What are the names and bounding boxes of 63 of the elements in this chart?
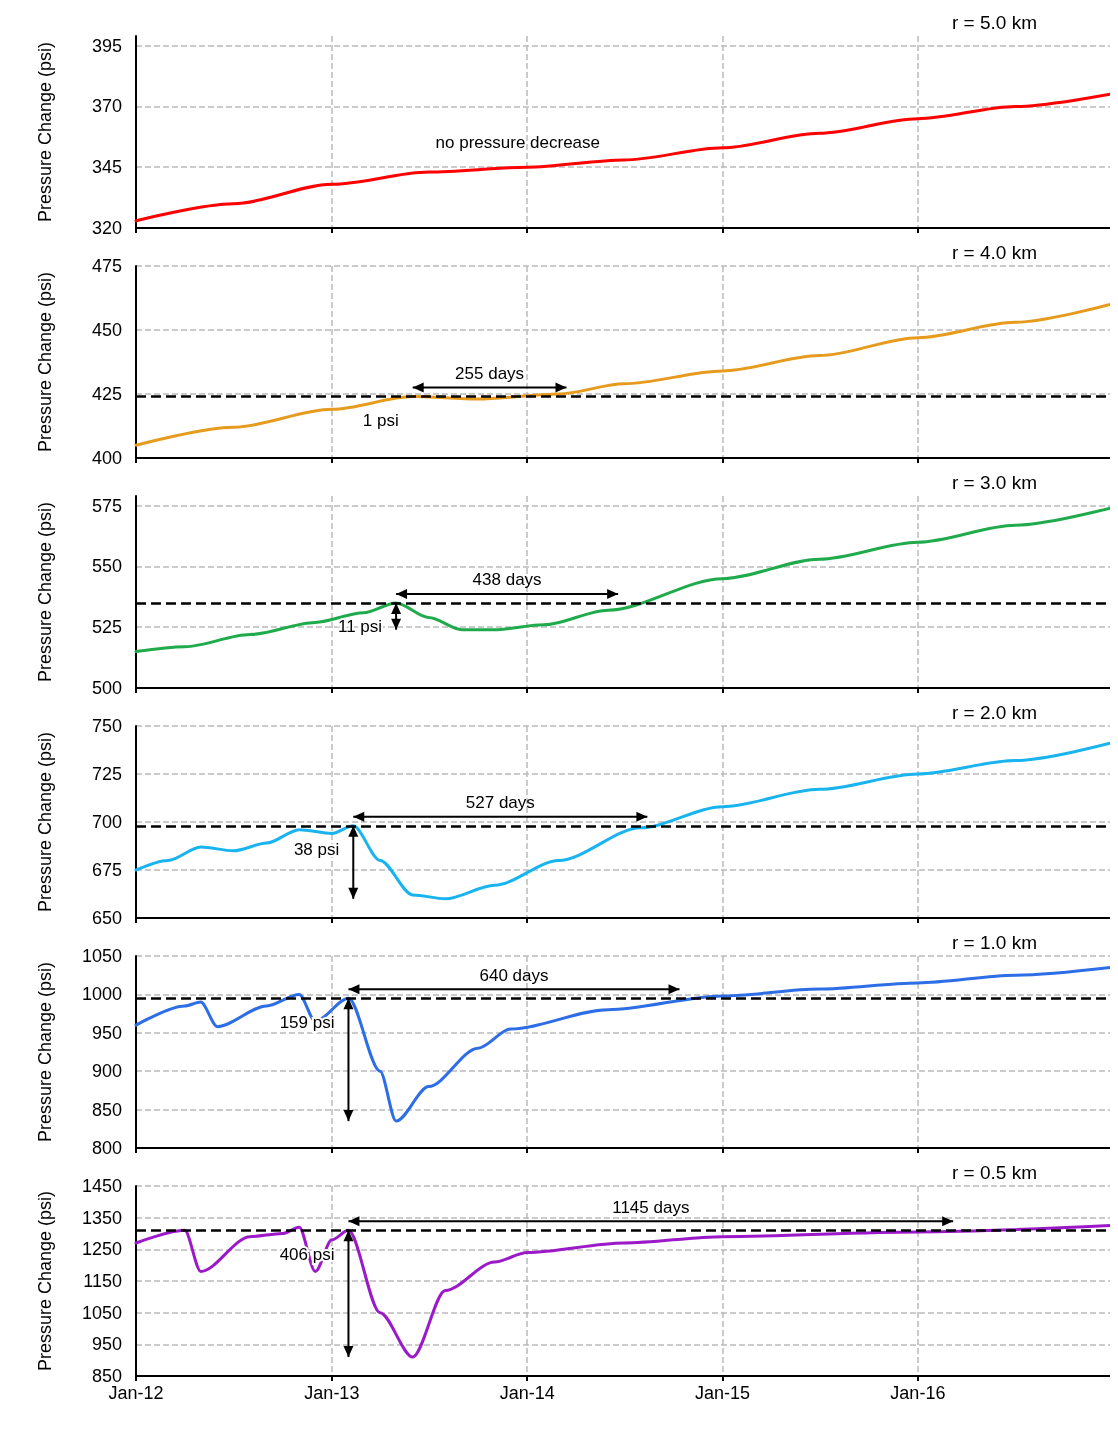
annotation: 438 days [472,570,542,590]
chart-title: r = 2.0 km [952,702,1037,723]
y-tick-label: 675 [91,860,122,880]
x-tick-label: Jan-14 [499,1383,555,1403]
y-axis-title: Pressure Change (psi) [35,961,55,1143]
x-tick-label: Jan-13 [304,1383,360,1403]
y-tick-label: 750 [91,716,122,736]
y-axis-title: Pressure Change (psi) [35,41,55,223]
x-tick-label: Jan-15 [695,1383,751,1403]
y-tick-label: 400 [91,448,122,468]
y-tick-label: 475 [91,256,122,276]
y-tick-label: 450 [91,320,122,340]
y-tick-label: 550 [91,556,122,577]
chart-title: r = 1.0 km [952,932,1037,953]
y-axis-title: Pressure Change (psi) [35,731,55,913]
y-tick-label: 900 [91,1061,122,1082]
y-tick-label: 850 [91,1099,122,1120]
y-tick-label: 425 [91,384,122,404]
y-tick-label: 650 [91,908,122,928]
line-series [134,966,1110,1123]
y-tick-label: 1450 [81,1176,122,1196]
annotation: 527 days [465,793,535,813]
annotation: 255 days [455,364,525,384]
y-tick-label: 1050 [81,1302,122,1323]
y-tick-label: 700 [91,812,122,832]
y-tick-label: 525 [91,617,122,638]
y-tick-label: 850 [91,1366,122,1386]
y-tick-label: 1350 [81,1207,122,1228]
y-tick-label: 950 [91,1022,122,1043]
y-tick-label: 345 [91,157,122,178]
annotation: 1 psi [362,411,399,431]
annotation: 1145 days [612,1197,690,1217]
y-tick-label: 1250 [81,1239,122,1260]
y-tick-label: 320 [91,218,122,238]
annotation: no pressure decrease [435,133,601,153]
line-series [134,92,1110,223]
y-tick-label: 575 [91,495,122,516]
y-axis-title: Pressure Change (psi) [35,271,55,453]
annotation: 11 psi [337,617,383,637]
y-tick-label: 500 [91,678,122,698]
y-tick-label: 1050 [81,946,122,966]
line-series [134,302,1110,447]
y-axis-title: Pressure Change (psi) [35,1190,55,1372]
annotation: 38 psi [293,840,340,860]
y-tick-label: 1150 [83,1271,122,1291]
annotation: 159 psi [279,1012,335,1032]
annotation: 640 days [479,965,549,985]
chart-title: r = 4.0 km [952,242,1037,263]
x-tick-label: Jan-16 [890,1383,946,1403]
chart-title: r = 0.5 km [952,1162,1037,1183]
chart-title: r = 3.0 km [952,472,1037,493]
line-series [134,1224,1110,1359]
x-tick-label: Jan-12 [108,1383,164,1403]
y-tick-label: 800 [91,1138,122,1158]
chart-title: r = 5.0 km [952,12,1037,33]
y-tick-label: 370 [91,96,122,117]
y-tick-label: 1000 [81,984,122,1005]
y-axis-title: Pressure Change (psi) [35,501,55,683]
line-series [134,741,1110,901]
y-tick-label: 725 [91,764,122,784]
y-tick-label: 950 [91,1334,122,1355]
y-tick-label: 395 [91,35,122,56]
line-series [134,506,1110,654]
